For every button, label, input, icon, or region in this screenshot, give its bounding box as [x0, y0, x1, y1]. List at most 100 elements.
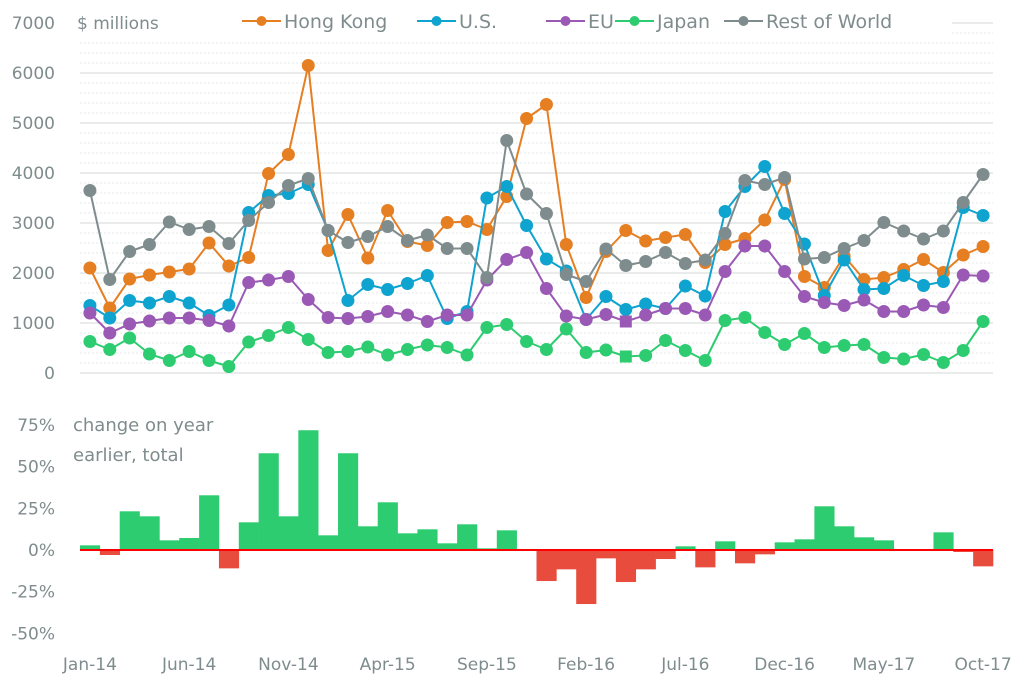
- bar: [119, 511, 140, 550]
- data-point: [877, 271, 891, 284]
- data-point: [242, 214, 256, 227]
- bar: [397, 533, 418, 550]
- data-point: [659, 334, 673, 347]
- data-point: [718, 238, 732, 251]
- bar: [377, 502, 398, 550]
- data-point: [123, 294, 137, 307]
- data-point: [440, 341, 454, 354]
- bar: [159, 540, 180, 550]
- data-point: [976, 240, 990, 253]
- data-point: [936, 275, 950, 288]
- data-point: [480, 271, 494, 284]
- data-point: [659, 302, 673, 315]
- data-point: [837, 253, 851, 267]
- data-point: [758, 160, 772, 173]
- data-point: [718, 265, 732, 278]
- data-point: [142, 314, 156, 328]
- series-line: [89, 316, 984, 368]
- data-point: [678, 228, 692, 241]
- bar-y-tick-label: 25%: [17, 499, 55, 519]
- data-point: [619, 350, 632, 363]
- data-point: [579, 346, 593, 359]
- bar: [615, 550, 637, 583]
- x-tick-label: Nov-14: [258, 655, 319, 675]
- data-point: [123, 272, 137, 286]
- data-point: [262, 329, 276, 342]
- x-tick-label: May-17: [853, 655, 916, 675]
- y-tick-label: 1000: [12, 314, 55, 334]
- data-point: [738, 311, 752, 324]
- data-point: [718, 227, 732, 240]
- top-y-axis-label: $ millions: [77, 14, 159, 34]
- series-eu: [83, 239, 990, 340]
- bar: [218, 550, 240, 569]
- data-point: [639, 349, 653, 362]
- data-point: [480, 223, 494, 236]
- data-point: [222, 360, 236, 373]
- data-point: [936, 301, 950, 314]
- series-hong-kong: [83, 59, 990, 315]
- data-point: [897, 269, 911, 282]
- x-tick-label: Jul-16: [660, 655, 709, 675]
- data-point: [281, 179, 295, 192]
- data-point: [599, 290, 613, 303]
- data-point: [381, 305, 395, 318]
- legend-marker: [560, 16, 571, 26]
- data-point: [142, 347, 156, 361]
- data-point: [539, 252, 553, 266]
- data-point: [262, 167, 276, 180]
- data-point: [559, 309, 573, 323]
- data-point: [837, 339, 851, 352]
- data-point: [341, 294, 355, 307]
- bar: [973, 550, 994, 567]
- bar-annotation-line1: change on year: [73, 415, 214, 436]
- data-point: [381, 348, 395, 362]
- data-point: [460, 242, 474, 255]
- top-y-axis-ticks: 0 1000 2000 3000 4000 5000 6000 7000: [12, 14, 55, 384]
- data-point: [877, 305, 891, 318]
- data-point: [857, 293, 871, 307]
- data-point: [222, 237, 236, 250]
- data-point: [976, 168, 990, 181]
- data-point: [222, 319, 236, 333]
- data-point: [758, 239, 772, 253]
- bar: [556, 550, 577, 570]
- bar-y-tick-label: 50%: [17, 458, 55, 478]
- data-point: [678, 344, 692, 357]
- data-point: [460, 348, 474, 362]
- data-point: [202, 236, 216, 250]
- bar: [715, 541, 736, 550]
- data-point: [222, 259, 236, 273]
- data-point: [738, 174, 752, 187]
- data-point: [738, 239, 752, 253]
- data-point: [162, 265, 176, 279]
- data-point: [321, 346, 335, 359]
- data-point: [440, 216, 454, 229]
- bar: [139, 516, 160, 550]
- bar: [80, 545, 101, 550]
- data-point: [539, 343, 553, 356]
- data-point: [897, 224, 911, 238]
- legend-item: Japan: [615, 11, 710, 33]
- data-point: [817, 251, 831, 264]
- data-point: [599, 242, 613, 256]
- data-point: [659, 246, 673, 259]
- data-point: [758, 178, 772, 191]
- data-point: [758, 213, 772, 227]
- data-point: [619, 303, 633, 316]
- bar: [655, 550, 676, 560]
- data-point: [341, 312, 355, 325]
- data-point: [103, 311, 117, 325]
- data-point: [202, 354, 216, 367]
- data-point: [520, 112, 534, 125]
- data-point: [520, 246, 534, 259]
- bar-y-tick-label: 0%: [28, 541, 55, 561]
- data-point: [400, 343, 414, 356]
- data-point: [678, 279, 692, 293]
- bar: [576, 550, 597, 605]
- data-point: [599, 343, 613, 357]
- data-point: [797, 270, 811, 283]
- data-point: [182, 345, 196, 358]
- data-point: [837, 242, 851, 255]
